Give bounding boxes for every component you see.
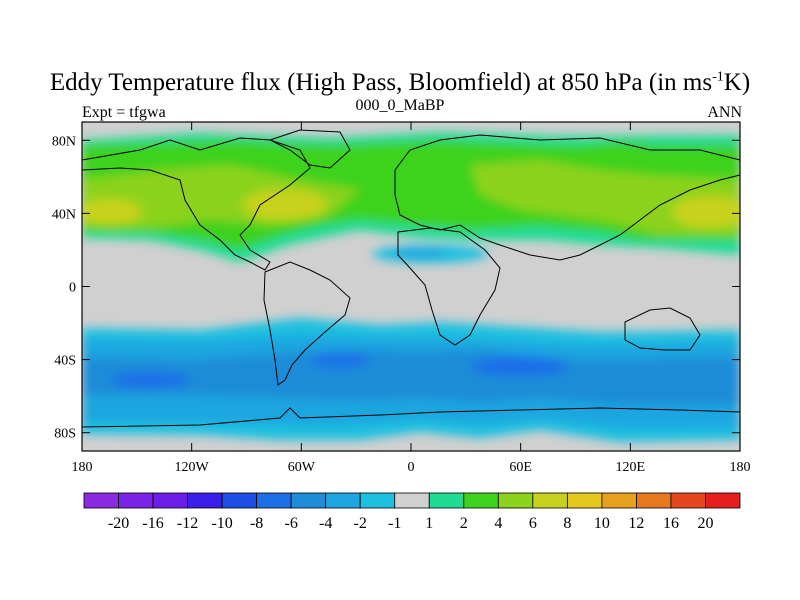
colorbar-label: 16 (663, 515, 679, 532)
colorbar-label: 8 (563, 515, 571, 532)
colorbar-swatch (325, 492, 361, 509)
colorbar-swatch (670, 492, 706, 509)
colorbar-label: -2 (354, 515, 367, 532)
x-tick-label: 120W (175, 460, 210, 475)
y-tick-label: 80N (52, 134, 76, 149)
north-america-outline (82, 137, 311, 271)
y-tick-label: 80S (54, 427, 76, 442)
colorbar-label: 2 (460, 515, 468, 532)
x-tick-label: 180 (730, 460, 751, 475)
sh-core-deep-atlantic (310, 353, 370, 367)
colorbar-label: -16 (142, 515, 163, 532)
colorbar-swatch (705, 492, 741, 509)
colorbar-swatch (601, 492, 637, 509)
colorbar-label: -8 (250, 515, 263, 532)
x-tick-label: 180 (72, 460, 93, 475)
colorbar-swatch (394, 492, 430, 509)
colorbar-label: -10 (211, 515, 232, 532)
y-tick-label: 0 (69, 281, 76, 296)
colorbar-label: 6 (529, 515, 537, 532)
colorbar-swatch (187, 492, 223, 509)
colorbar-label: 1 (425, 515, 433, 532)
colorbar-swatch (359, 492, 396, 509)
flux-field (82, 122, 740, 451)
colorbar-label: -6 (284, 515, 297, 532)
y-tick-label: 40S (54, 354, 76, 369)
longitude-ticks: 180 120W 60W 0 60E 120E 180 (72, 122, 751, 475)
colorbar-swatch (118, 492, 154, 509)
greenland-outline (268, 129, 351, 169)
map-title: Eddy Temperature flux (High Pass, Bloomf… (49, 69, 751, 96)
sh-core-deep-east (472, 356, 568, 376)
colorbar-label: -12 (177, 515, 198, 532)
colorbar: -20 -16 -12 -10 -8 -6 -4 -2 -1 1 2 4 6 8 10 12 16 20 (83, 492, 741, 532)
colorbar-swatch (152, 492, 188, 509)
nh-green-asia (575, 142, 665, 158)
continent-outlines (82, 129, 740, 428)
nh-flux-band-lime-east (470, 160, 740, 235)
colorbar-label: -20 (108, 515, 129, 532)
nh-max-atlantic (243, 189, 327, 221)
nh-max-west-pacific (82, 199, 142, 225)
nh-max-pacific (672, 196, 740, 228)
colorbar-swatch (83, 492, 119, 509)
colorbar-swatch (221, 492, 258, 509)
colorbar-label: -4 (319, 515, 332, 532)
antarctica-outline (82, 407, 740, 428)
colorbar-label: 4 (494, 515, 502, 532)
colorbar-label: 20 (697, 515, 713, 532)
colorbar-swatch (290, 492, 327, 509)
sh-flux-band-core (82, 350, 740, 405)
africa-outline (397, 227, 501, 346)
y-tick-label: 40N (52, 207, 76, 222)
colorbar-swatch (566, 492, 603, 509)
colorbar-label: 12 (628, 515, 644, 532)
colorbar-swatch (497, 492, 534, 509)
sh-core-deep-west (110, 372, 190, 388)
colorbar-label: 10 (594, 515, 610, 532)
time-label: 000_0_MaBP (355, 97, 445, 114)
x-tick-label: 120E (616, 460, 646, 475)
subtropical-negative-inner (392, 248, 448, 258)
colorbar-label: -1 (388, 515, 401, 532)
south-america-outline (263, 261, 351, 386)
colorbar-swatch (428, 492, 465, 509)
colorbar-swatch (532, 492, 568, 509)
latitude-ticks: 80N 40N 0 40S 80S (52, 134, 740, 442)
season-label: ANN (707, 104, 742, 121)
x-tick-label: 0 (408, 460, 415, 475)
colorbar-swatch (256, 492, 292, 509)
australia-outline (624, 307, 701, 351)
eurasia-outline (394, 134, 740, 261)
colorbar-swatch (636, 492, 672, 509)
x-tick-label: 60E (509, 460, 532, 475)
colorbar-swatch (463, 492, 499, 509)
x-tick-label: 60W (288, 460, 316, 475)
experiment-label: Expt = tfgwa (82, 104, 166, 121)
